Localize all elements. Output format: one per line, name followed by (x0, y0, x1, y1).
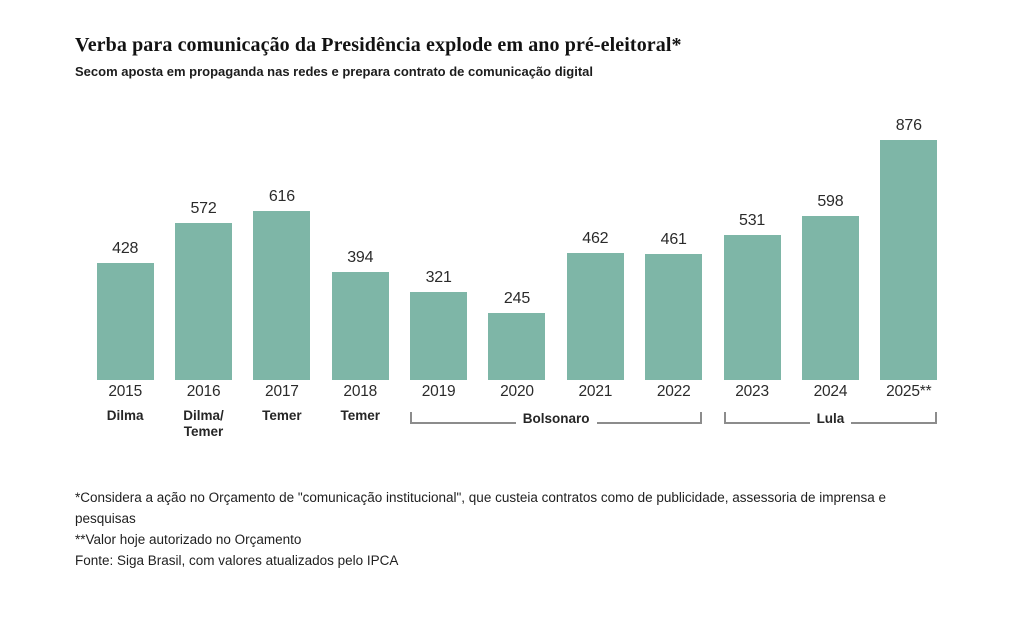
x-axis-label: 2023 (735, 383, 769, 400)
bar-slot-2023: 531 (713, 112, 791, 380)
bar (331, 272, 389, 380)
bar (175, 223, 233, 380)
x-axis-label: 2025** (886, 383, 932, 400)
x-axis-label: 2019 (421, 383, 456, 400)
bracket-line-left (410, 412, 516, 424)
x-axis-label: 2022 (656, 383, 691, 400)
chart-title: Verba para comunicação da Presidência ex… (75, 34, 682, 56)
bar-value-label: 245 (503, 290, 531, 307)
president-label-temer: Temer (340, 408, 381, 423)
bar (96, 263, 154, 380)
x-axis-labels-row: 2015 2016 2017 2018 2019 2020 2021 2022 2023 2024… (86, 383, 948, 401)
bar-value-label: 462 (582, 230, 609, 247)
bar-slot-2019: 321 (399, 112, 477, 380)
president-annotations-row: Dilma Dilma/ Temer Temer Temer Bolsonaro Lula (86, 404, 948, 452)
bar-slot-2018: 394 (321, 112, 399, 380)
bar-slot-2020: 245 (478, 112, 556, 380)
chart-subtitle: Secom aposta em propaganda nas redes e p… (75, 64, 593, 79)
x-axis-label: 2015 (108, 383, 143, 400)
bar-slot-2025: 876 (870, 112, 948, 380)
bar (253, 211, 311, 380)
footnote-source: Fonte: Siga Brasil, com valores atualiza… (75, 553, 399, 568)
footnote-double-asterisk: **Valor hoje autorizado no Orçamento (75, 532, 302, 547)
bar (488, 313, 546, 380)
x-axis-label: 2017 (265, 383, 299, 400)
x-axis-label: 2021 (578, 383, 613, 400)
bar-slot-2016: 572 (164, 112, 242, 380)
bar (880, 140, 938, 380)
bar-value-label: 531 (739, 212, 766, 229)
bar-value-label: 461 (660, 231, 687, 248)
president-label-lula: Lula (816, 410, 845, 426)
bar (723, 235, 781, 380)
footnotes: *Considera a ação no Orçamento de "comun… (75, 487, 920, 571)
bar (566, 253, 624, 380)
x-axis-label: 2016 (186, 383, 221, 400)
president-label-dilma: Dilma (106, 408, 144, 423)
bar-value-label: 394 (347, 249, 374, 266)
bar-slot-2021: 462 (556, 112, 634, 380)
bar (801, 216, 859, 380)
bar (645, 254, 703, 380)
bar-value-label: 876 (895, 117, 922, 134)
bar-slot-2017: 616 (243, 112, 321, 380)
bracket-line-left (723, 412, 810, 424)
president-label-bolsonaro: Bolsonaro (522, 410, 590, 426)
bar-value-label: 321 (425, 269, 452, 286)
bar-value-label: 572 (190, 200, 217, 217)
footnote-asterisk: *Considera a ação no Orçamento de "comun… (75, 490, 887, 526)
bracket-line-right (596, 412, 703, 424)
bar-slot-2015: 428 (86, 112, 164, 380)
president-bracket-bolsonaro: Bolsonaro (410, 408, 703, 428)
president-bracket-lula: Lula (723, 408, 938, 428)
president-label-temer: Temer (262, 408, 302, 423)
bracket-line-right (851, 412, 938, 424)
x-axis-label: 2024 (813, 383, 848, 400)
bar-slot-2024: 598 (791, 112, 869, 380)
x-axis-label: 2018 (343, 383, 378, 400)
x-axis-label: 2020 (500, 383, 534, 400)
bar-slot-2022: 461 (635, 112, 713, 380)
president-label-dilma-temer: Dilma/ Temer (183, 408, 224, 439)
bar (410, 292, 468, 380)
bar-value-label: 428 (112, 240, 139, 257)
bars-plot-area: 428 572 616 394 321 245 462 461 531 598 876 (86, 112, 948, 380)
bar-value-label: 598 (817, 193, 844, 210)
bar-value-label: 616 (268, 188, 295, 205)
